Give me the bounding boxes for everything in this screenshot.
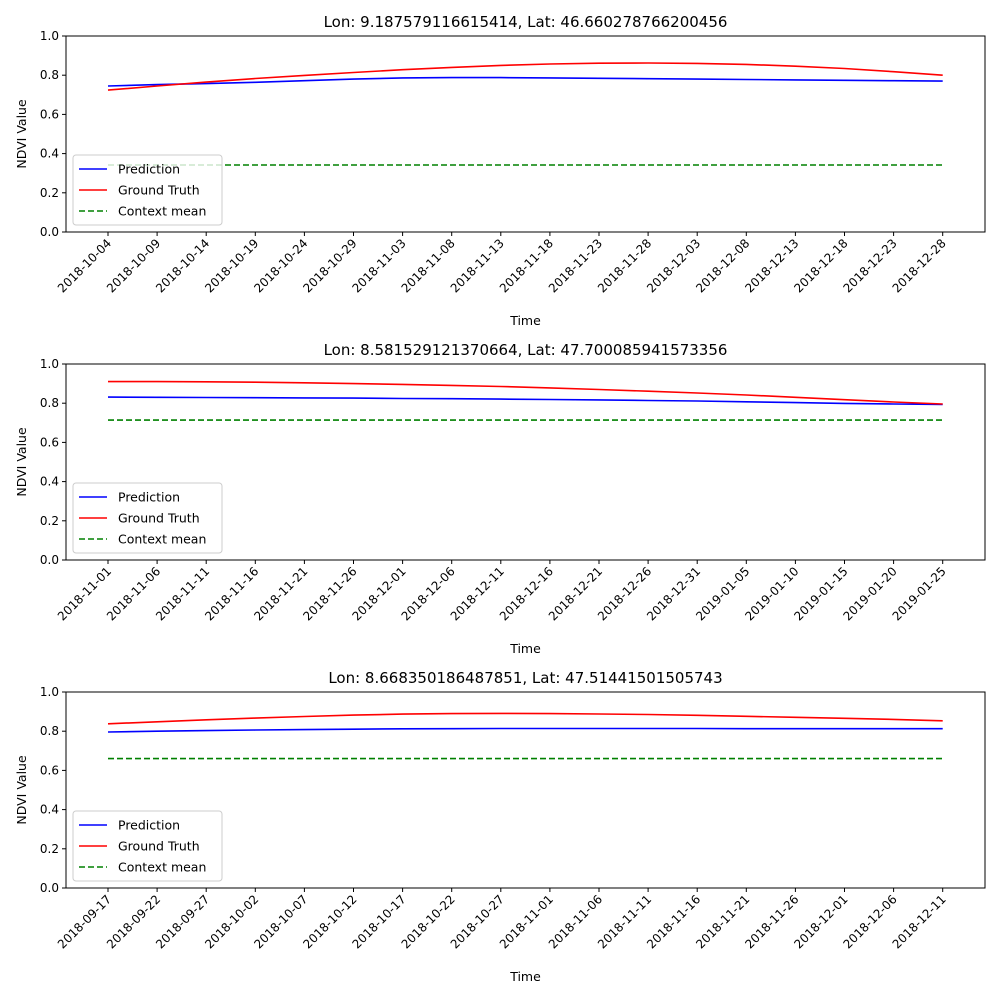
- legend-label: Prediction: [118, 818, 180, 833]
- series-line-ground-truth: [108, 380, 943, 405]
- chart-title: Lon: 9.187579116615414, Lat: 46.66027876…: [324, 13, 728, 31]
- y-tick-label: 0.6: [40, 435, 59, 449]
- legend-box: [72, 482, 223, 554]
- chart-panel-2: Lon: 8.581529121370664, Lat: 47.70008594…: [14, 341, 986, 656]
- axes-frame: [65, 35, 986, 233]
- y-tick-label: 0.8: [40, 396, 59, 410]
- y-tick-label: 0.4: [40, 147, 59, 161]
- series-line-prediction: [107, 76, 943, 87]
- legend-label: Prediction: [118, 162, 180, 177]
- y-tick-label: 0.2: [40, 514, 59, 528]
- y-axis-label: NDVI Value: [14, 427, 29, 497]
- series-line-prediction: [107, 727, 943, 733]
- chart-panel-3: Lon: 8.668350186487851, Lat: 47.51441501…: [14, 669, 986, 984]
- x-axis-label: Time: [509, 969, 541, 984]
- legend-label: Ground Truth: [118, 839, 200, 854]
- chart-title: Lon: 8.581529121370664, Lat: 47.70008594…: [324, 341, 728, 359]
- legend-label: Ground Truth: [118, 511, 200, 526]
- chart-panel-1: Lon: 9.187579116615414, Lat: 46.66027876…: [14, 13, 986, 328]
- x-axis-label: Time: [509, 641, 541, 656]
- legend: Prediction Ground Truth Context mean: [72, 810, 223, 882]
- y-tick-label: 0.2: [40, 842, 59, 856]
- axes-frame: [65, 363, 986, 561]
- y-tick-label: 0.4: [40, 803, 59, 817]
- series-line-ground-truth: [107, 712, 943, 725]
- y-tick-label: 0.4: [40, 475, 59, 489]
- legend-box: [72, 810, 223, 882]
- y-tick-label: 0.8: [40, 724, 59, 738]
- series-line-ground-truth: [107, 62, 943, 91]
- y-tick-label: 1.0: [40, 357, 59, 371]
- y-axis-label: NDVI Value: [14, 755, 29, 825]
- legend-label: Prediction: [118, 490, 180, 505]
- series-line-prediction: [107, 396, 943, 406]
- y-tick-label: 1.0: [40, 685, 59, 699]
- legend-label: Ground Truth: [118, 183, 200, 198]
- legend-label: Context mean: [118, 204, 206, 219]
- legend: Prediction Ground Truth Context mean: [72, 482, 223, 554]
- legend-label: Context mean: [118, 860, 206, 875]
- chart-title: Lon: 8.668350186487851, Lat: 47.51441501…: [328, 669, 722, 687]
- legend: Prediction Ground Truth Context mean: [72, 154, 223, 226]
- y-tick-label: 0.6: [40, 763, 59, 777]
- y-tick-label: 0.0: [40, 553, 59, 567]
- legend-label: Context mean: [118, 532, 206, 547]
- y-tick-label: 1.0: [40, 29, 59, 43]
- y-tick-label: 0.6: [40, 107, 59, 121]
- y-tick-label: 0.2: [40, 186, 59, 200]
- y-tick-label: 0.0: [40, 881, 59, 895]
- y-axis-label: NDVI Value: [14, 99, 29, 169]
- y-tick-label: 0.0: [40, 225, 59, 239]
- axes-frame: [65, 691, 986, 889]
- x-axis-label: Time: [509, 313, 541, 328]
- y-tick-label: 0.8: [40, 68, 59, 82]
- legend-box: [72, 154, 223, 226]
